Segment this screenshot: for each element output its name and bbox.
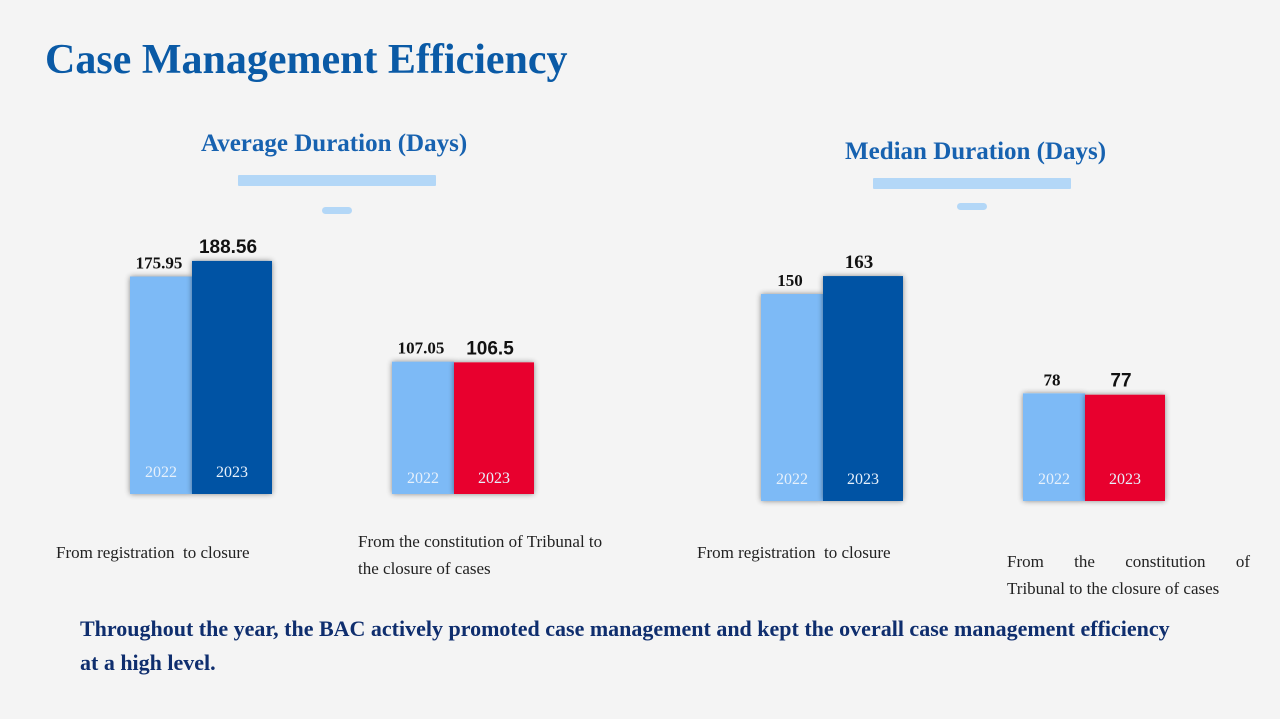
- average-title-decoration: [238, 175, 436, 186]
- category-label-median-registration: From registration to closure: [697, 543, 891, 562]
- data-label-chart1-group0-2022: 150: [777, 271, 803, 290]
- average-title-decoration-small: [322, 207, 352, 214]
- page-title: Case Management Efficiency: [45, 37, 568, 83]
- series-label-chart1-group1-2023: 2023: [1109, 471, 1141, 488]
- data-label-chart0-group0-2022: 175.95: [136, 254, 183, 273]
- data-label-chart1-group1-2022: 78: [1044, 370, 1061, 389]
- series-label-chart0-group1-2023: 2023: [478, 470, 510, 487]
- bar-chart1-group0-2023: [823, 276, 903, 501]
- category-label-median-tribunal-line1: From the constitution of: [1007, 552, 1250, 571]
- category-label-median-tribunal: From the constitution of Tribunal to the …: [1007, 548, 1250, 602]
- series-label-chart1-group0-2022: 2022: [776, 471, 808, 488]
- series-label-chart0-group1-2022: 2022: [407, 470, 439, 487]
- series-label-chart0-group0-2023: 2023: [216, 464, 248, 481]
- category-label-avg-tribunal: From the constitution of Tribunal to the…: [358, 532, 603, 578]
- summary-text: Throughout the year, the BAC actively pr…: [80, 616, 1170, 675]
- data-label-chart1-group1-2023: 77: [1110, 371, 1131, 392]
- series-label-chart1-group0-2023: 2023: [847, 471, 879, 488]
- series-label-chart0-group0-2022: 2022: [145, 464, 177, 481]
- category-label-avg-registration: From registration to closure: [56, 543, 250, 562]
- bar-chart0-group0-2023: [192, 260, 272, 494]
- median-chart-title: Median Duration (Days): [845, 138, 1107, 165]
- median-title-decoration: [873, 178, 1071, 189]
- data-label-chart1-group0-2023: 163: [845, 252, 874, 273]
- bar-chart1-group1-2023: [1085, 394, 1165, 501]
- median-title-decoration-small: [957, 203, 987, 210]
- average-chart-title: Average Duration (Days): [201, 130, 468, 157]
- bar-chart1-group1-2022: [1023, 393, 1085, 501]
- bar-chart0-group0-2022: [130, 276, 192, 494]
- series-label-chart1-group1-2022: 2022: [1038, 471, 1070, 488]
- bar-chart0-group1-2023: [454, 362, 534, 494]
- category-label-median-tribunal-line2: Tribunal to the closure of cases: [1007, 579, 1220, 598]
- data-label-chart0-group0-2023: 188.56: [199, 237, 257, 258]
- data-label-chart0-group1-2022: 107.05: [398, 339, 445, 358]
- bar-chart0-group1-2022: [392, 361, 454, 494]
- data-label-chart0-group1-2023: 106.5: [466, 338, 514, 359]
- bar-chart1-group0-2022: [761, 294, 823, 501]
